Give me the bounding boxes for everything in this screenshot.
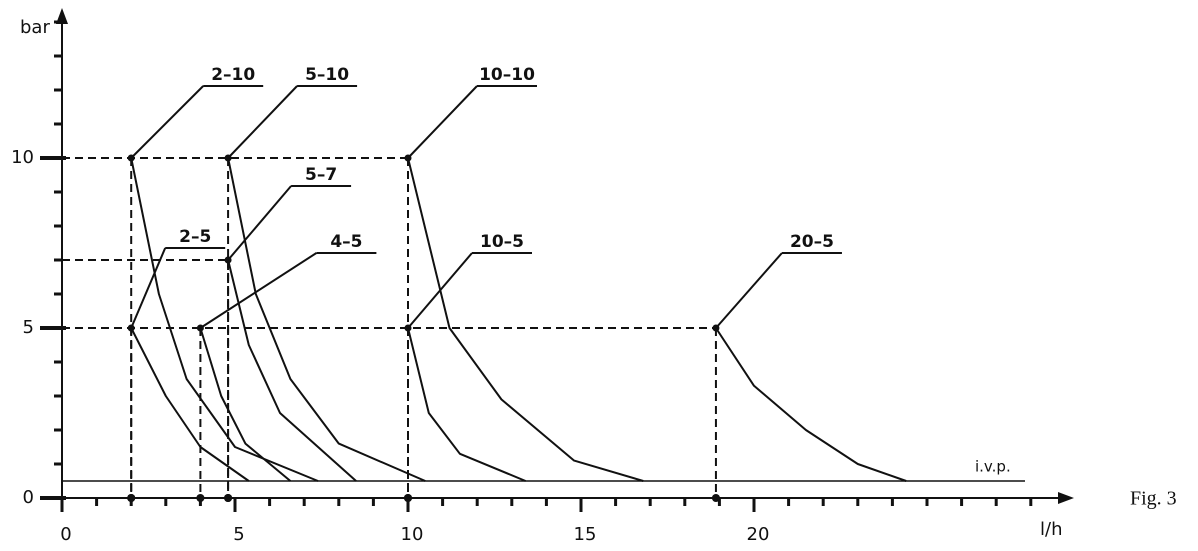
y-tick-label: 5 <box>23 317 34 338</box>
curve <box>715 327 907 482</box>
curve <box>407 157 644 482</box>
curve <box>199 327 292 482</box>
y-axis-arrow <box>56 8 68 24</box>
y-tick-label: 0 <box>23 487 34 508</box>
leader-line <box>407 85 478 159</box>
curve-label: 4–5 <box>330 232 362 252</box>
curve-label: 10–5 <box>480 232 524 252</box>
curve-label: 2–5 <box>179 227 211 247</box>
leader-line <box>199 252 317 329</box>
y-axis-label: bar <box>20 17 50 38</box>
axis-dot <box>127 494 136 502</box>
leader-line <box>130 247 167 329</box>
leader-line <box>227 85 298 159</box>
curve-label: 5–10 <box>305 65 349 85</box>
x-axis-label: l/h <box>1040 519 1062 540</box>
leader-line <box>715 252 783 329</box>
y-tick-label: 10 <box>11 147 34 168</box>
curve <box>130 327 250 482</box>
axis-dot <box>404 494 412 502</box>
curve <box>227 157 426 482</box>
curve-label: 2–10 <box>211 65 255 85</box>
leader-line <box>130 85 204 159</box>
x-axis-arrow <box>1058 492 1074 504</box>
axis-dot <box>196 494 205 502</box>
x-tick-label: 0 <box>60 524 71 545</box>
curve-label: 20–5 <box>790 232 834 252</box>
x-tick-label: 5 <box>233 524 244 545</box>
reference-label: i.v.p. <box>975 458 1011 476</box>
curve <box>227 259 357 482</box>
leader-line <box>227 185 292 261</box>
curve-label: 5–7 <box>305 165 337 185</box>
x-tick-label: 20 <box>747 524 770 545</box>
curve-label: 10–10 <box>479 65 535 85</box>
axis-dot <box>711 494 720 502</box>
x-tick-label: 10 <box>401 524 424 545</box>
curve <box>130 157 319 482</box>
axis-dot <box>224 494 233 502</box>
figure-label: Fig. 3 <box>1130 488 1177 510</box>
leader-line <box>407 252 473 329</box>
curve <box>407 327 526 482</box>
x-tick-label: 15 <box>574 524 597 545</box>
